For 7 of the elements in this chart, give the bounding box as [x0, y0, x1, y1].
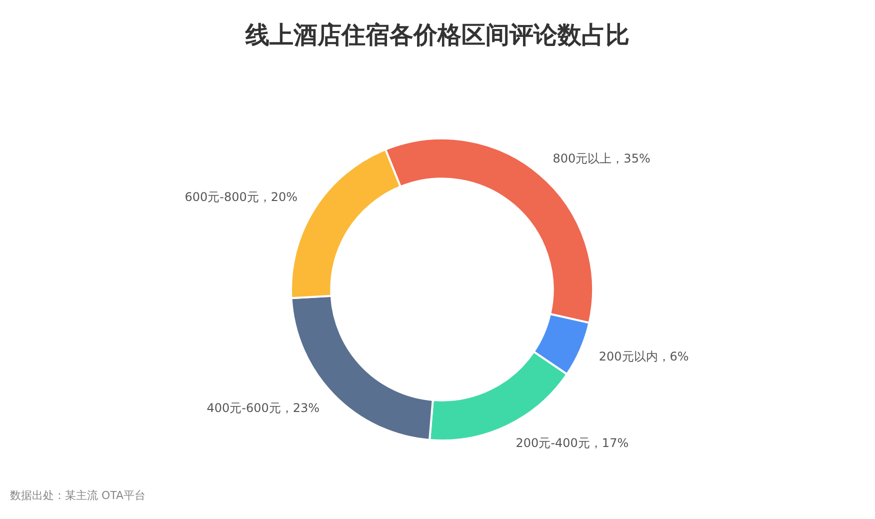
slice-label: 200元以内，6% — [598, 350, 689, 364]
slice-label: 800元以上，35% — [552, 151, 650, 166]
slice-label: 600元-800元，20% — [184, 190, 298, 204]
chart-title: 线上酒店住宿各价格区间评论数占比 — [244, 20, 630, 51]
slice-label: 400元-600元，23% — [206, 401, 320, 416]
text: 数据出处：某主流 OTA平台 — [10, 488, 146, 504]
slice-label: 200元-400元，17% — [516, 436, 629, 450]
